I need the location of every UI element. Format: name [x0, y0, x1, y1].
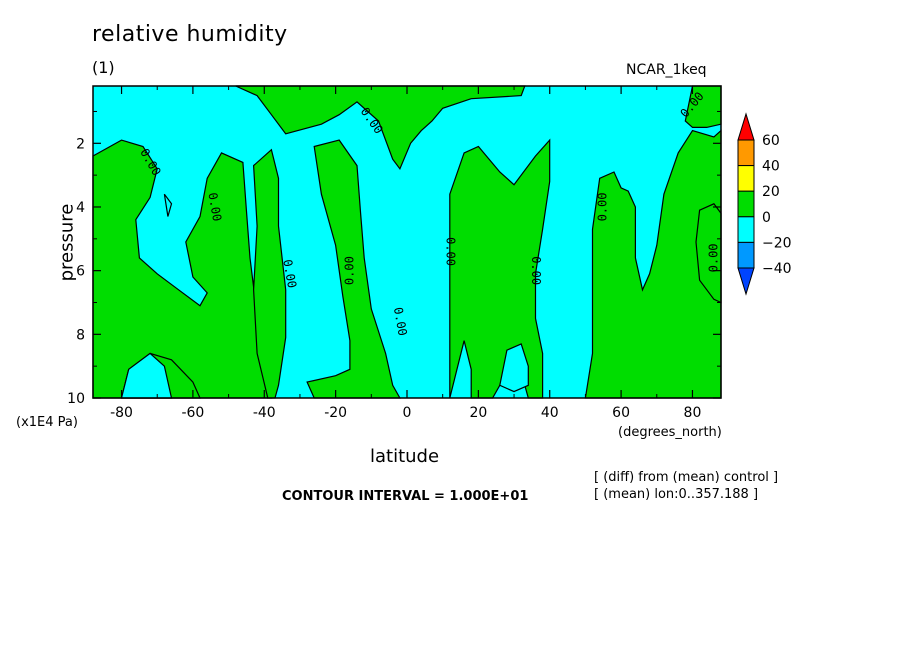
contour-label-3: 0.00 — [342, 256, 356, 285]
contour-label-10: 0.00 — [706, 243, 720, 272]
positive-region-2 — [252, 148, 287, 399]
contour-label-2: 0.00 — [280, 258, 299, 289]
colorbar-label-4: −20 — [762, 235, 792, 251]
positive-region-8 — [695, 203, 722, 304]
x-tick-label-7: 60 — [612, 405, 630, 421]
colorbar-arrow-top — [737, 112, 755, 141]
x-axis-unit: (degrees_north) — [618, 425, 722, 440]
contour-interval: CONTOUR INTERVAL = 1.000E+01 — [282, 489, 529, 504]
y-tick-label-1: 4 — [76, 200, 85, 216]
y-tick-label-2: 6 — [76, 264, 85, 280]
contour-label-5: 0.00 — [391, 306, 410, 337]
y-axis-unit: (x1E4 Pa) — [16, 415, 78, 430]
x-tick-label-0: -80 — [110, 405, 133, 421]
run-name: NCAR_1keq — [626, 62, 707, 78]
negative-island-2 — [163, 193, 173, 217]
colorbar-label-1: 40 — [762, 159, 780, 175]
negative-island-1 — [499, 343, 529, 393]
x-tick-label-4: 0 — [403, 405, 412, 421]
y-tick-label-0: 2 — [76, 136, 85, 152]
x-tick-label-6: 40 — [541, 405, 559, 421]
note-diff: [ (diff) from (mean) control ] — [594, 470, 779, 485]
contour-label-1: 0.00 — [205, 191, 224, 222]
x-axis-label: latitude — [370, 446, 440, 467]
colorbar-segment-1 — [737, 139, 755, 167]
contour-label-8: 0.00 — [596, 193, 610, 222]
positive-region-6 — [584, 129, 722, 399]
colorbar-label-2: 20 — [762, 184, 780, 200]
note-mean: [ (mean) lon:0..357.188 ] — [594, 487, 759, 502]
y-tick-label-3: 8 — [76, 327, 85, 343]
contour-label-7: 0.00 — [529, 256, 543, 285]
colorbar-arrow-bottom — [737, 267, 755, 296]
colorbar-label-0: 60 — [762, 133, 780, 149]
chart-subtitle: (1) — [92, 58, 115, 77]
colorbar-segment-2 — [737, 165, 755, 192]
colorbar-label-5: −40 — [762, 261, 792, 277]
positive-region-3 — [235, 85, 526, 170]
y-tick-label-4: 10 — [67, 391, 85, 407]
colorbar-label-3: 0 — [762, 210, 771, 226]
x-tick-label-5: 20 — [469, 405, 487, 421]
x-tick-label-1: -60 — [181, 405, 204, 421]
x-tick-label-3: -20 — [324, 405, 347, 421]
x-tick-label-2: -40 — [253, 405, 276, 421]
colorbar-segment-4 — [737, 216, 755, 243]
x-tick-label-8: 80 — [684, 405, 702, 421]
chart-title: relative humidity — [92, 22, 288, 47]
colorbar-segment-3 — [737, 190, 755, 218]
colorbar-segment-5 — [737, 241, 755, 269]
contour-label-6: 0.00 — [443, 237, 457, 266]
